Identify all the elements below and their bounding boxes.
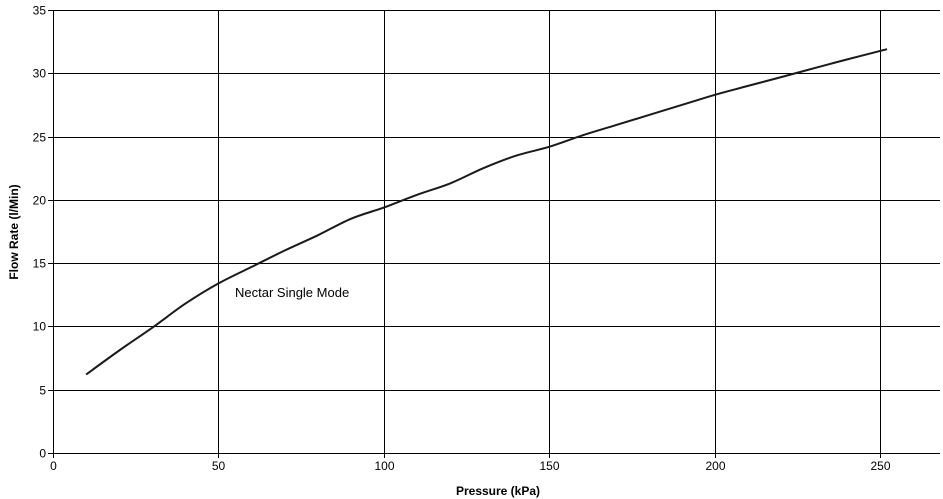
x-tick-label: 200 [705, 459, 725, 473]
y-tick-label: 20 [33, 194, 47, 208]
y-tick-label: 10 [33, 320, 47, 334]
x-tick-label: 150 [539, 459, 559, 473]
y-tick-label: 15 [33, 257, 47, 271]
x-axis-title: Pressure (kPa) [456, 484, 540, 498]
x-tick-label: 0 [50, 459, 57, 473]
x-tick-label: 50 [212, 459, 226, 473]
axes [48, 10, 940, 458]
series-annotation: Nectar Single Mode [235, 285, 349, 300]
y-tick-label: 0 [39, 447, 46, 461]
grid [53, 10, 940, 453]
y-tick-label: 25 [33, 131, 47, 145]
y-tick-label: 30 [33, 67, 47, 81]
series-line [85, 48, 888, 376]
x-tick-label: 100 [374, 459, 394, 473]
y-tick-label: 35 [33, 4, 47, 18]
y-tick-label: 5 [39, 384, 46, 398]
x-tick-label: 250 [870, 459, 890, 473]
tick-labels: 0 5 10 15 20 25 30 35 0 50 100 150 200 250 [33, 4, 891, 474]
y-axis-title: Flow Rate (l/Min) [7, 184, 21, 279]
